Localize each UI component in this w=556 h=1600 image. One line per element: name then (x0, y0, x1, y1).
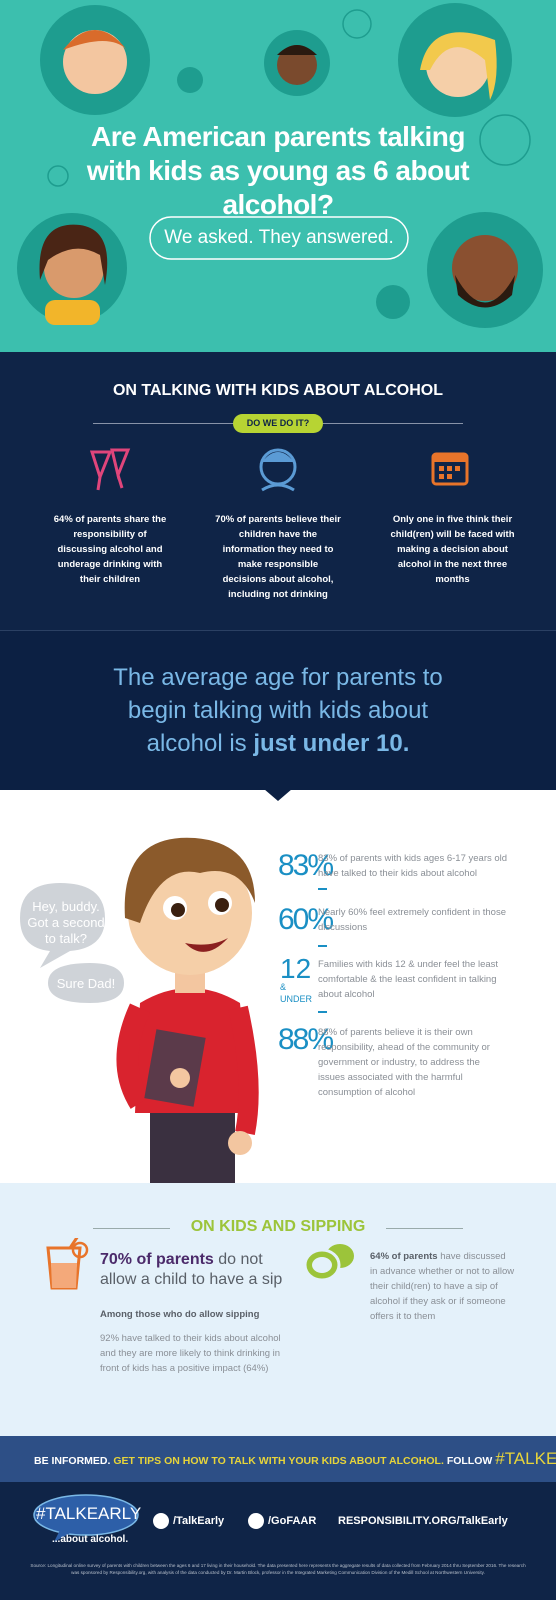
average-age-text: The average age for parents to begin tal… (113, 664, 443, 757)
boy-illustration (20, 837, 327, 1183)
header: Are American parents talking with kids a… (0, 0, 556, 352)
banner-text: BE INFORMED. GET TIPS ON HOW TO TALK WIT… (34, 1449, 556, 1469)
title: Are American parents talking with kids a… (86, 121, 470, 220)
highlight: 64% of parents (370, 1251, 438, 1262)
footer: #TALKEARLY ...about alcohol. /TalkEarly … (0, 1482, 556, 1600)
section-heading: ON TALKING WITH KIDS ABOUT ALCOHOL (112, 382, 444, 399)
banner: BE INFORMED. GET TIPS ON HOW TO TALK WIT… (0, 1436, 556, 1482)
stat-item: 64% of parents share the responsibility … (53, 514, 167, 585)
source: Source: Longitudinal online survey of pa… (30, 1563, 526, 1575)
logo: #TALKEARLY (36, 1504, 142, 1523)
icons (89, 448, 469, 492)
stat-figure-note: & UNDER (280, 982, 313, 1004)
banner-tip: GET TIPS ON HOW TO TALK WITH YOUR KIDS A… (113, 1455, 444, 1467)
arrow (264, 789, 292, 801)
average-age-highlight: just under 10. (253, 730, 410, 757)
dad-speech: Hey, buddy. Got a second to talk? (27, 899, 105, 946)
subheading: Among those who do allow sipping (100, 1309, 260, 1320)
sipping-right-text: have discussed in advance whether or not… (370, 1251, 515, 1322)
kid-speech: Sure Dad! (56, 976, 116, 991)
stat-text: 88% of parents believe it is their own r… (318, 1027, 490, 1098)
average-age-section: The average age for parents to begin tal… (0, 630, 556, 790)
stats-section: Hey, buddy. Got a second to talk? Sure D… (0, 803, 556, 1183)
subtitle: We asked. They answered. (164, 227, 394, 248)
talking-section: ON TALKING WITH KIDS ABOUT ALCOHOL DO WE… (0, 352, 556, 630)
sipping-left-text: do not allow a child to have a sip (100, 1251, 283, 1288)
stat-text: Nearly 60% feel extremely confident in t… (318, 907, 506, 933)
stat-text: Families with kids 12 & under feel the l… (318, 959, 499, 1000)
highlight: 70% of parents (100, 1251, 214, 1268)
detail: 92% have talked to their kids about alco… (100, 1333, 281, 1374)
average-age: The average age for parents to begin tal… (110, 661, 446, 760)
footer-art (33, 1494, 264, 1542)
stat-item: 70% of parents believe their children ha… (215, 514, 341, 600)
sipping-section: ON KIDS AND SIPPING 70% of parents do no… (0, 1183, 556, 1436)
stat-figure: 60% (278, 903, 334, 936)
banner-follow: FOLLOW (446, 1455, 493, 1467)
sipping-left: 70% of parents do not allow a child to h… (100, 1250, 290, 1290)
stat-figure: 88% (278, 1023, 334, 1056)
pinterest-link[interactable]: /GoFAAR (268, 1515, 317, 1527)
stat-item: Only one in five think their child(ren) … (390, 514, 515, 585)
badge: DO WE DO IT? (233, 414, 323, 433)
sipping-right: 64% of parents have discussed in advance… (370, 1249, 515, 1324)
sipping-icons (46, 1238, 354, 1290)
twitter-link[interactable]: /TalkEarly (173, 1515, 225, 1527)
tagline: ...about alcohol. (52, 1534, 129, 1545)
banner-hashtag: #TALKEARLY (495, 1449, 556, 1468)
banner-lead: BE INFORMED. (34, 1455, 111, 1467)
stat-figure: 83% (278, 849, 334, 882)
website-link[interactable]: RESPONSIBILITY.ORG/TalkEarly (338, 1515, 508, 1527)
header-art (17, 3, 543, 328)
stat-figure: 12 (280, 953, 312, 984)
stat-text: 83% of parents with kids ages 6-17 years… (318, 853, 508, 879)
section-heading: ON KIDS AND SIPPING (170, 1218, 386, 1236)
